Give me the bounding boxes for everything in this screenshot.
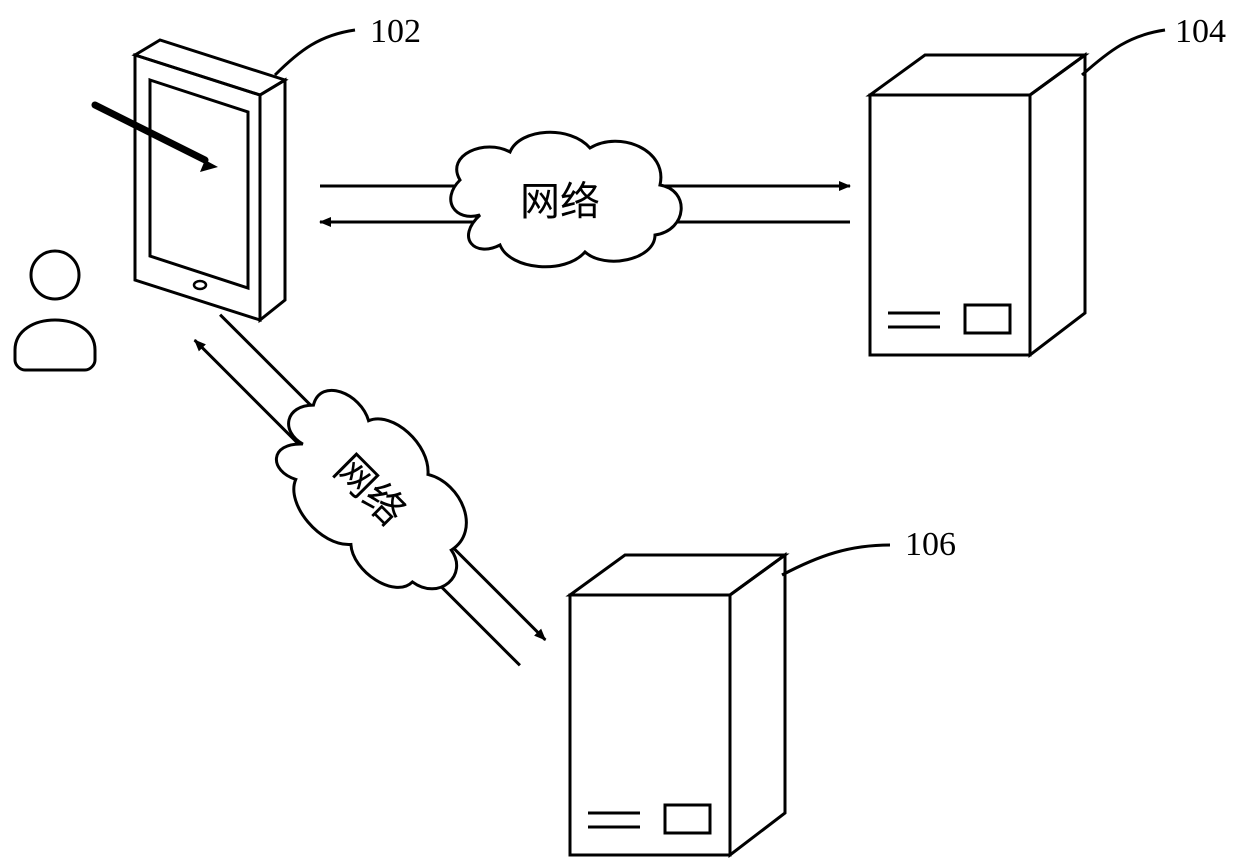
server-106 (570, 555, 785, 855)
user-icon (15, 251, 95, 370)
cloud-bottom: 网络 (160, 279, 580, 699)
tablet-device (95, 40, 285, 320)
server-104 (870, 55, 1085, 355)
leader-104 (1082, 30, 1165, 75)
label-106: 106 (905, 526, 956, 563)
label-104: 104 (1175, 13, 1226, 50)
leader-106 (782, 545, 890, 575)
cloud-top-text: 网络 (520, 179, 600, 224)
cloud-top: 网络 (320, 132, 850, 267)
leader-102 (275, 30, 355, 75)
label-102: 102 (370, 13, 421, 50)
